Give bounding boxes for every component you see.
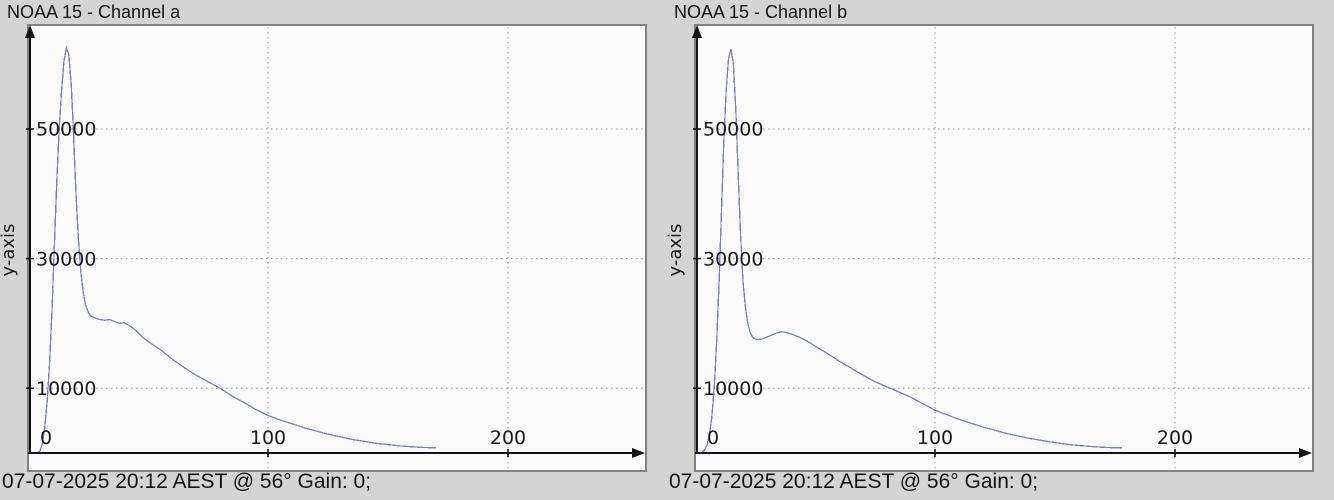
x-tick-label: 100	[250, 427, 286, 449]
x-axis-arrow-icon	[632, 448, 645, 458]
x-tick-label: 200	[490, 427, 526, 449]
y-axis-label: y-axis	[667, 224, 686, 277]
chart-title: NOAA 15 - Channel b	[674, 2, 848, 22]
x-tick-label: 100	[917, 427, 953, 449]
plot-area	[27, 24, 647, 472]
histogram-plot-channel-a: 10000 30000 50000 0 100 200 y-axis	[0, 24, 647, 472]
y-tick-label: 30000	[36, 248, 96, 270]
tick-labels: 10000 30000 50000 0 100 200	[36, 119, 526, 449]
tick-labels: 10000 30000 50000 0 100 200	[703, 119, 1193, 449]
y-tick-label: 10000	[703, 378, 763, 400]
tick-marks	[26, 128, 509, 457]
histogram-curve	[701, 49, 1123, 453]
y-tick-label: 30000	[703, 248, 763, 270]
x-tick-label: 200	[1157, 427, 1193, 449]
gridlines	[698, 27, 1311, 470]
y-axis-label: y-axis	[0, 224, 19, 277]
histogram-panel-channel-a: NOAA 15 - Channel a 10000 30000 50000 0 100 2…	[0, 2, 647, 493]
axes	[25, 25, 645, 458]
x-axis-arrow-icon	[1299, 448, 1312, 458]
tick-marks	[693, 128, 1176, 457]
histogram-plot-channel-b: 10000 30000 50000 0 100 200 y-axis	[667, 24, 1314, 472]
y-axis-arrow-icon	[25, 25, 35, 38]
status-line: 07-07-2025 20:12 AEST @ 56° Gain: 0;	[2, 470, 372, 493]
histogram-panel-channel-b: NOAA 15 - Channel b 10000 30000 50000 0 100 2…	[667, 0, 1334, 500]
plot-area	[694, 24, 1314, 472]
y-tick-label: 50000	[703, 119, 763, 141]
y-axis-arrow-icon	[692, 25, 702, 38]
gridlines	[31, 27, 644, 470]
y-tick-label: 50000	[36, 119, 96, 141]
x-tick-label: 0	[40, 427, 52, 449]
y-tick-label: 10000	[36, 378, 96, 400]
x-tick-label: 0	[707, 427, 719, 449]
histogram-curve	[37, 45, 437, 453]
status-line: 07-07-2025 20:12 AEST @ 56° Gain: 0;	[669, 470, 1039, 493]
chart-title: NOAA 15 - Channel a	[7, 2, 181, 22]
axes	[692, 25, 1312, 458]
